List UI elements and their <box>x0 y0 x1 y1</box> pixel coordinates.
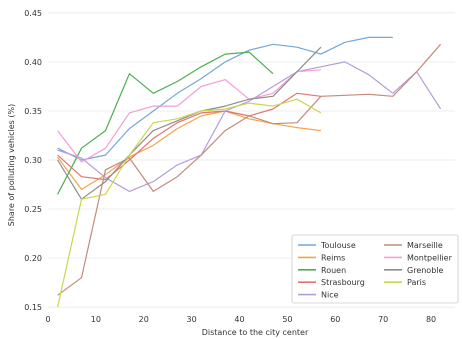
legend-entry: Strasbourg <box>321 278 365 287</box>
legend-entry: Toulouse <box>320 241 356 250</box>
legend-entry: Montpellier <box>407 253 453 262</box>
y-axis-ticks: 0.15 0.20 0.25 0.30 0.35 0.40 0.45 <box>24 9 42 312</box>
series-lines <box>57 36 442 308</box>
series-line-marseille <box>57 43 442 296</box>
legend-frame <box>291 234 459 304</box>
y-tick-label: 0.25 <box>24 205 42 214</box>
legend-entry: Grenoble <box>407 266 444 275</box>
x-tick-label: 60 <box>330 315 340 324</box>
series-line-toulouse <box>57 36 393 161</box>
x-tick-label: 0 <box>45 315 50 324</box>
y-tick-label: 0.45 <box>24 9 42 18</box>
series-line-rouen <box>57 51 274 195</box>
legend-entry: Marseille <box>407 241 443 250</box>
series-line-paris <box>57 98 322 308</box>
series-line-reims <box>57 110 321 190</box>
x-tick-label: 30 <box>187 315 197 324</box>
series-line-grenoble <box>57 46 322 200</box>
legend-entry: Nice <box>321 291 339 300</box>
legend-entry: Rouen <box>321 266 346 275</box>
y-tick-label: 0.30 <box>24 156 42 165</box>
x-tick-label: 10 <box>91 315 101 324</box>
x-tick-label: 50 <box>282 315 292 324</box>
y-tick-label: 0.20 <box>24 254 42 263</box>
series-line-nice <box>57 61 442 192</box>
y-axis-label: Share of polluting vehicles (%) <box>7 104 16 226</box>
legend-entry: Reims <box>321 253 345 262</box>
x-axis-label: Distance to the city center <box>202 328 309 337</box>
y-tick-label: 0.15 <box>24 303 42 312</box>
grid-lines <box>48 12 455 308</box>
legend: Toulouse Reims Rouen Strasbourg Nice Marseill… <box>291 234 459 304</box>
x-tick-label: 70 <box>378 315 388 324</box>
y-tick-label: 0.40 <box>24 58 42 67</box>
y-tick-label: 0.35 <box>24 107 42 116</box>
x-axis-ticks: 0 10 20 30 40 50 60 70 80 <box>45 315 436 324</box>
legend-entry: Paris <box>407 278 426 287</box>
series-line-strasbourg <box>57 92 321 181</box>
x-tick-label: 80 <box>426 315 436 324</box>
x-tick-label: 20 <box>139 315 149 324</box>
x-tick-label: 40 <box>234 315 244 324</box>
series-line-montpellier <box>57 69 321 163</box>
